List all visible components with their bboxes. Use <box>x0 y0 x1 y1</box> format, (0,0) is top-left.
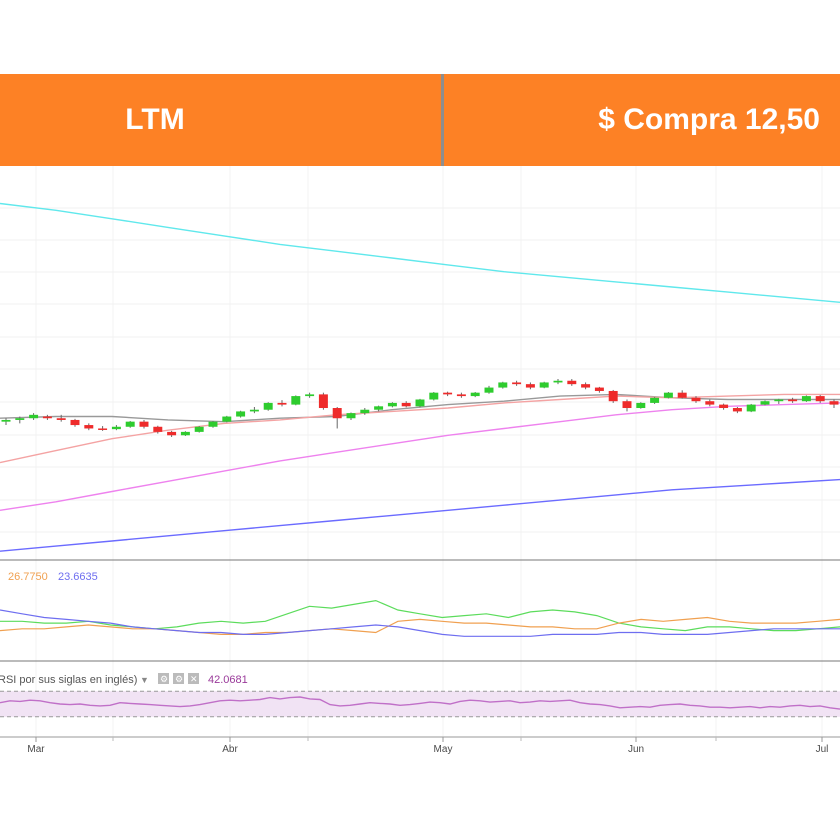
rsi-source-icon[interactable]: ⚙ <box>173 673 184 684</box>
candle-body <box>691 397 701 402</box>
time-tick-label: Jul <box>816 744 829 755</box>
dropdown-icon[interactable]: ▼ <box>140 675 149 685</box>
time-tick-label: May <box>434 744 453 755</box>
rsi-line <box>0 696 840 710</box>
moving-average-line <box>0 478 840 552</box>
candle-body <box>222 416 232 422</box>
time-tick-label: Abr <box>222 744 238 755</box>
candle-body <box>236 411 246 417</box>
candle-body <box>801 396 811 402</box>
chart-grid <box>0 166 840 737</box>
candle-body <box>719 404 729 409</box>
candle-body <box>732 408 742 412</box>
candle-body <box>15 418 25 420</box>
candle-body <box>829 401 839 405</box>
candle-body <box>650 397 660 403</box>
candle-body <box>277 402 287 405</box>
candle-body <box>387 402 397 407</box>
price-label: $ Compra 12,50 <box>598 103 820 136</box>
moving-average-line <box>0 393 840 423</box>
candle-body <box>249 409 259 412</box>
time-tick-label: Jun <box>628 744 644 755</box>
banner-divider <box>441 74 444 166</box>
candle-body <box>305 394 315 397</box>
candle-body <box>677 392 687 398</box>
candle-body <box>180 431 190 436</box>
candle-body <box>443 392 453 395</box>
rsi-label: RSI por sus siglas en inglés) <box>0 674 137 686</box>
candle-body <box>663 392 673 398</box>
candle-body <box>208 421 218 427</box>
time-tick-label: Mar <box>27 744 45 755</box>
ticker-label: LTM <box>125 103 185 136</box>
time-axis: Mar Abr May Jun Jul <box>27 737 828 755</box>
candle-body <box>98 428 108 430</box>
dir-legend-value-1: 26.7750 <box>8 571 48 583</box>
price-panel <box>0 202 840 552</box>
candle-body <box>553 380 563 383</box>
svg-text:⚙: ⚙ <box>160 674 168 684</box>
candle-body <box>608 390 618 402</box>
candle-body <box>42 416 52 419</box>
candle-body <box>346 413 356 419</box>
candle-body <box>29 414 39 419</box>
svg-text:✕: ✕ <box>190 674 198 684</box>
candle-body <box>456 394 466 397</box>
candle-body <box>70 419 80 426</box>
candle-body <box>401 402 411 407</box>
candle-body <box>318 394 328 409</box>
candle-body <box>263 402 273 410</box>
rsi-settings-icon[interactable]: ⚙ <box>158 673 169 684</box>
candle-body <box>153 426 163 432</box>
dir-legend-value-2: 23.6635 <box>58 571 98 583</box>
directional-series-line <box>0 609 840 637</box>
candle-body <box>291 396 301 405</box>
candle-body <box>470 392 480 397</box>
header-banner: LTM $ Compra 12,50 <box>0 74 840 166</box>
directional-series-line <box>0 616 840 636</box>
candle-body <box>1 419 11 422</box>
candle-body <box>484 387 494 393</box>
candle-body <box>622 401 632 409</box>
candle-body <box>429 392 439 400</box>
candle-body <box>594 387 604 391</box>
candle-body <box>815 396 825 402</box>
candle-body <box>760 401 770 405</box>
directional-panel <box>0 599 840 637</box>
candle-body <box>125 421 135 427</box>
candle-body <box>636 402 646 409</box>
candle-body <box>415 399 425 407</box>
candle-body <box>788 399 798 402</box>
rsi-panel <box>0 690 840 718</box>
candle-body <box>374 406 384 410</box>
candle-body <box>498 382 508 388</box>
moving-average-line <box>0 402 840 511</box>
candle-body <box>332 408 342 419</box>
candle-body <box>360 409 370 414</box>
candle-body <box>167 431 177 436</box>
candle-body <box>581 384 591 388</box>
candle-body <box>194 426 204 432</box>
candle-body <box>705 401 715 405</box>
candle-body <box>539 382 549 388</box>
candle-body <box>774 399 784 402</box>
candle-body <box>56 418 66 420</box>
candle-body <box>84 425 94 429</box>
svg-text:⚙: ⚙ <box>175 674 183 684</box>
rsi-close-icon[interactable]: ✕ <box>188 673 199 684</box>
moving-average-line <box>0 393 840 464</box>
rsi-legend-value: 42.0681 <box>208 674 248 686</box>
candle-body <box>746 404 756 412</box>
moving-average-line <box>0 202 840 303</box>
candle-body <box>525 384 535 388</box>
candle-body <box>111 426 121 430</box>
candle-body <box>512 382 522 385</box>
candle-body <box>567 380 577 385</box>
candle-body <box>139 421 149 427</box>
